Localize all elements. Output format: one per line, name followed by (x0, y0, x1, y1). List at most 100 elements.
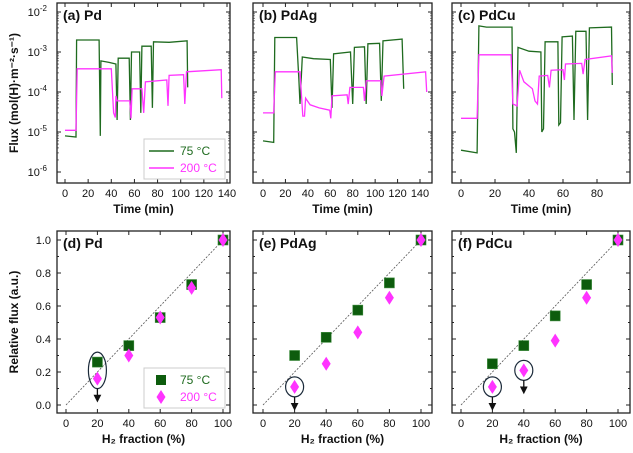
x-tick-label: 140 (218, 188, 236, 200)
x-tick-label: 0 (458, 418, 464, 430)
square-marker-75c (549, 310, 561, 322)
x-axis-label: Time (min) (113, 202, 173, 216)
panel-b-pdag: 0 20 40 60 80 100 120 140 Time (min) (b) PdAg (252, 2, 433, 216)
series-line-200c (263, 71, 428, 119)
legend-box (143, 138, 226, 180)
x-tick-label: 100 (366, 188, 384, 200)
diamond-marker-200c (321, 356, 331, 371)
x-tick-label: 80 (151, 188, 163, 200)
square-marker-75c (487, 358, 498, 370)
y-tick-label: 0.8 (36, 268, 51, 280)
y-tick-label: 0.4 (36, 334, 51, 346)
y-tick-label: 10-5 (28, 124, 48, 139)
y-tick-exponent: -2 (40, 4, 48, 13)
diamond-marker-200c (218, 233, 228, 247)
legend-diamond-marker (156, 390, 166, 404)
x-axis-label: Time (min) (511, 202, 571, 216)
plot-frame (451, 2, 631, 184)
series-line-75c (460, 25, 613, 154)
square-marker-75c (384, 277, 395, 289)
x-tick-label: 120 (388, 188, 406, 200)
y-tick-label: 1.0 (36, 235, 51, 247)
y-tick-label: 10-3 (28, 44, 48, 59)
x-tick-label: 60 (128, 188, 140, 200)
x-tick-label: 0 (458, 188, 464, 200)
x-tick-label: 60 (549, 418, 561, 430)
diamond-marker-200c (416, 233, 426, 247)
x-tick-label: 40 (123, 418, 135, 430)
x-tick-label: 60 (154, 418, 166, 430)
x-tick-label: 120 (195, 188, 213, 200)
panel-title: (f) PdCu (458, 235, 512, 251)
panel-title: (a) Pd (63, 7, 102, 23)
y-tick-label: 10-2 (28, 4, 48, 19)
x-axis-label: H₂ fraction (%) (102, 432, 185, 446)
x-tick-label: 80 (383, 418, 395, 430)
x-axis-label: Time (min) (312, 202, 372, 216)
square-marker-75c (92, 356, 103, 368)
x-tick-label: 40 (523, 188, 535, 200)
diamond-marker-200c (550, 333, 560, 348)
y-tick-label: 10-6 (28, 164, 48, 179)
legend-square-marker (156, 375, 166, 385)
x-tick-label: 80 (185, 418, 197, 430)
x-tick-label: 80 (347, 188, 359, 200)
y-tick-exponent: -4 (40, 84, 48, 93)
x-tick-label: 100 (214, 418, 232, 430)
legend-label: 200 °C (180, 161, 217, 175)
x-axis-label: H₂ fraction (%) (499, 432, 582, 446)
x-tick-label: 0 (260, 188, 266, 200)
y-tick-exponent: -5 (40, 124, 48, 133)
series-line-200c (461, 54, 613, 119)
diamond-marker-200c (187, 280, 197, 295)
x-axis-label: H₂ fraction (%) (301, 432, 384, 446)
series-line-75c (64, 39, 189, 138)
x-tick-label: 20 (279, 188, 291, 200)
series-line-75c (262, 36, 405, 144)
panel-c-pdcu: 0 20 40 60 80 Time (min) (c) PdCu (451, 2, 631, 216)
y-axis-label-relative-flux: Relative flux (a.u.) (7, 271, 21, 374)
series-line-200c (65, 68, 223, 131)
plot-frame (252, 2, 433, 184)
x-tick-label: 20 (489, 188, 501, 200)
plot-frame (56, 2, 231, 184)
legend-label: 75 °C (180, 373, 210, 387)
panel-a-pd: 0 20 40 60 80 100 120 140 Time (min) 10-2 10-3 10-4… (28, 2, 236, 216)
square-marker-75c (289, 350, 300, 361)
diamond-marker-200c (613, 233, 623, 247)
panel-f-pdcu: 0 20 40 60 80 100 H₂ fraction (%) (f) PdCu (451, 230, 631, 446)
x-tick-label: 100 (609, 418, 627, 430)
y-tick-label: 0.2 (36, 367, 51, 379)
diamond-marker-200c (92, 371, 102, 386)
y-tick-label: 0.0 (36, 400, 51, 412)
x-tick-label: 100 (412, 418, 430, 430)
plot-frame (252, 230, 433, 414)
panel-title: (b) PdAg (259, 7, 317, 23)
diamond-marker-200c (582, 290, 592, 305)
diamond-marker-200c (155, 310, 165, 325)
square-marker-75c (581, 279, 592, 290)
y-tick-exponent: -6 (40, 164, 48, 173)
x-tick-label: 0 (63, 418, 69, 430)
x-tick-label: 60 (324, 188, 336, 200)
x-tick-label: 80 (580, 418, 592, 430)
x-tick-label: 40 (105, 188, 117, 200)
diamond-marker-200c (124, 348, 134, 363)
x-tick-label: 0 (260, 418, 266, 430)
diamond-marker-200c (519, 363, 529, 378)
panel-title: (c) PdCu (458, 7, 516, 23)
diamond-marker-200c (384, 290, 394, 305)
x-tick-label: 40 (320, 418, 332, 430)
diamond-marker-200c (353, 325, 363, 340)
y-tick-exponent: -3 (40, 44, 48, 53)
plot-frame (451, 230, 631, 414)
reference-line (460, 239, 619, 406)
y-tick-label: 0.6 (36, 301, 51, 313)
x-tick-label: 60 (557, 188, 569, 200)
x-tick-label: 20 (288, 418, 300, 430)
x-tick-label: 20 (82, 188, 94, 200)
legend-label: 200 °C (180, 390, 217, 404)
x-tick-label: 20 (91, 418, 103, 430)
x-tick-label: 100 (172, 188, 190, 200)
